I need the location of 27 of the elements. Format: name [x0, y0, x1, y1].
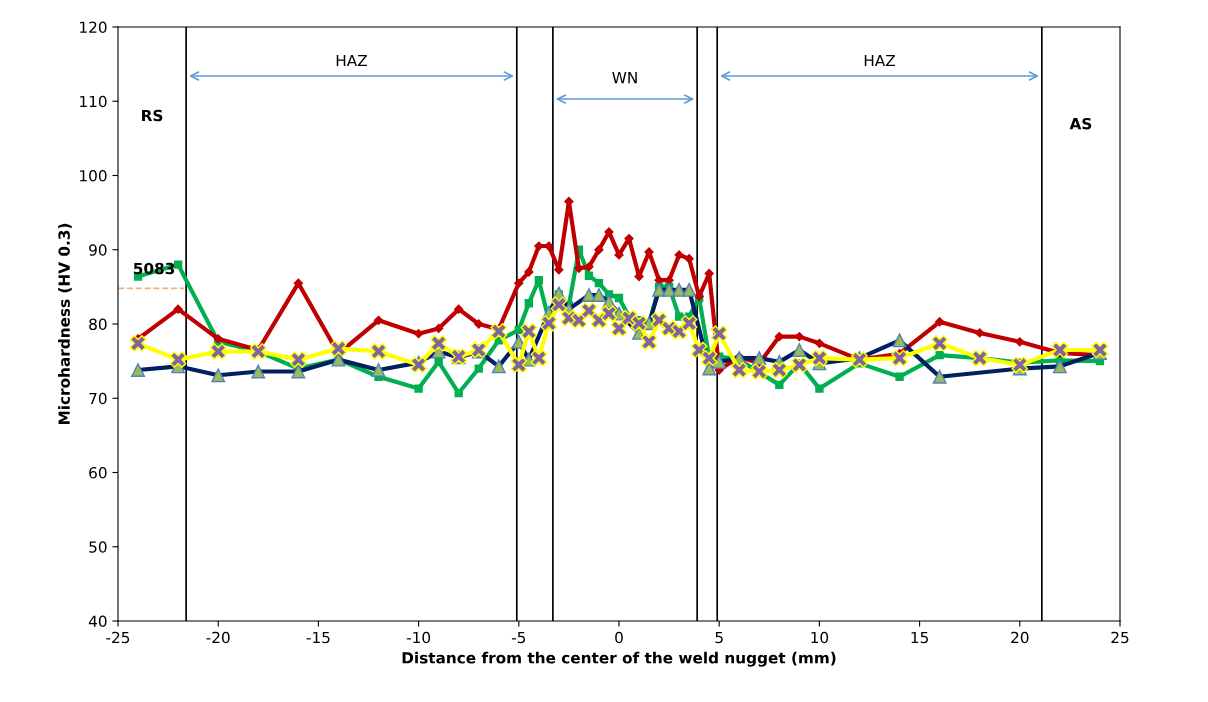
y-tick-label: 40 — [88, 615, 107, 628]
x-tick-label: 15 — [911, 631, 928, 644]
annotation: WN — [612, 72, 637, 84]
x-tick-label: 25 — [1111, 631, 1129, 644]
x-tick-label: 0 — [615, 631, 623, 644]
x-tick-label: -15 — [306, 631, 330, 644]
x-tick-label: 20 — [1011, 631, 1029, 644]
x-tick-label: -25 — [106, 631, 130, 644]
annotation: HAZ — [864, 54, 896, 67]
annotation: AS — [1069, 117, 1092, 130]
x-tick-label: -20 — [206, 631, 230, 644]
x-axis-title: Distance from the center of the weld nugget (mm) — [402, 651, 836, 667]
y-tick-label: 60 — [89, 466, 107, 479]
x-tick-label: -10 — [406, 631, 431, 644]
x-tick-label: -5 — [511, 631, 526, 644]
annotation: RS — [142, 109, 163, 122]
y-tick-label: 80 — [89, 318, 107, 331]
annotation: HAZ — [336, 54, 367, 67]
y-tick-label: 50 — [89, 541, 107, 553]
y-tick-label: 120 — [80, 21, 107, 34]
y-axis-title: Microhardness (HV 0.3) — [58, 223, 72, 425]
y-tick-label: 70 — [89, 392, 107, 405]
x-tick-label: 10 — [811, 631, 829, 644]
y-tick-label: 90 — [89, 244, 107, 256]
x-tick-label: 5 — [715, 631, 723, 644]
y-tick-label: 110 — [80, 95, 107, 108]
y-tick-label: 100 — [80, 169, 107, 182]
